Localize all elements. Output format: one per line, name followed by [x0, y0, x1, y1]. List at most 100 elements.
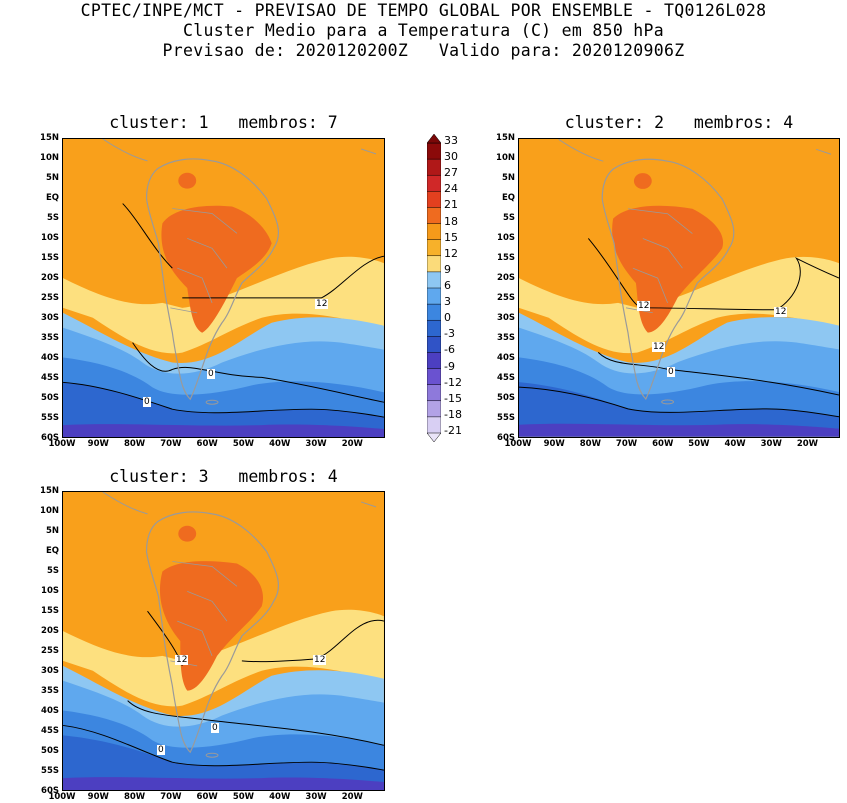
lat-tick-label: 15S: [41, 253, 59, 263]
lat-tick-label: 35S: [41, 686, 59, 696]
colorbar-swatch: [426, 303, 442, 321]
lon-tick-label: 70W: [160, 792, 182, 802]
lon-tick-label: 20W: [341, 792, 363, 802]
colorbar-swatch: [426, 255, 442, 273]
colorbar-swatch: [426, 384, 442, 402]
lat-tick-label: 60S: [41, 433, 59, 443]
lon-tick-label: 50W: [688, 439, 710, 449]
lat-tick-label: 40S: [41, 353, 59, 363]
lat-tick-label: 45S: [497, 373, 515, 383]
lon-tick-label: 60W: [196, 792, 218, 802]
colorbar-swatch: [426, 336, 442, 354]
colorbar-label: 24: [444, 182, 458, 196]
colorbar-label: 9: [444, 262, 451, 276]
temperature-field: [63, 492, 384, 790]
lon-tick-label: 80W: [579, 439, 601, 449]
lat-tick-label: 35S: [497, 333, 515, 343]
colorbar-swatch: [426, 239, 442, 257]
lat-tick-label: 5N: [45, 526, 59, 536]
lon-tick-label: 60W: [652, 439, 674, 449]
lat-tick-label: 5S: [46, 566, 59, 576]
lat-tick-label: 50S: [497, 393, 515, 403]
lat-tick-label: 10S: [41, 586, 59, 596]
contour-label: 0: [211, 723, 219, 733]
contour-label: 12: [774, 307, 788, 317]
lon-tick-label: 20W: [341, 439, 363, 449]
lat-tick-label: 40S: [41, 706, 59, 716]
lon-tick-label: 50W: [232, 792, 255, 802]
colorbar-label: 30: [444, 150, 458, 164]
lon-tick-label: 60W: [196, 439, 218, 449]
lat-tick-label: EQ: [45, 193, 59, 203]
lat-tick-label: 15S: [41, 606, 59, 616]
header-forecast-dates: Previsao de: 2020120200Z Valido para: 20…: [162, 41, 685, 60]
contour-label: 12: [315, 299, 329, 309]
lon-tick-label: 30W: [760, 439, 782, 449]
colorbar-swatch: [426, 368, 442, 386]
colorbar-swatch: [426, 271, 442, 289]
lon-tick-label: 40W: [269, 439, 291, 449]
lon-tick-label: 80W: [123, 792, 146, 802]
lat-tick-label: 30S: [41, 666, 59, 676]
header-title: CPTEC/INPE/MCT - PREVISAO DE TEMPO GLOBA…: [80, 1, 767, 20]
lat-tick-label: 60S: [41, 786, 59, 796]
colorbar-label: 27: [444, 166, 458, 180]
lat-tick-label: EQ: [45, 546, 59, 556]
lon-tick-label: 90W: [543, 439, 565, 449]
map-cluster-1: 12 0 0: [62, 138, 385, 438]
colorbar-label: 6: [444, 279, 451, 292]
colorbar-swatch: [426, 223, 442, 241]
colorbar-label: 33: [444, 134, 458, 147]
lat-tick-label: 10N: [496, 153, 515, 163]
lat-tick-label: 25S: [497, 293, 515, 303]
lat-tick-label: 5N: [45, 173, 59, 183]
lon-tick-label: 80W: [123, 439, 146, 449]
lon-tick-label: 20W: [796, 439, 819, 449]
colorbar-swatch: [426, 319, 442, 338]
colorbar-label: -21: [444, 424, 462, 437]
lon-tick-label: 30W: [305, 792, 327, 802]
colorbar-label: -3: [444, 327, 455, 341]
lon-tick-label: 100W: [48, 792, 76, 802]
colorbar: [426, 133, 442, 443]
lon-tick-label: 40W: [269, 792, 291, 802]
lat-tick-label: 10S: [41, 233, 59, 243]
lat-tick-label: 20S: [41, 626, 59, 636]
colorbar-label: 21: [444, 198, 458, 212]
lat-tick-label: 50S: [41, 393, 59, 403]
colorbar-label: -12: [444, 375, 462, 389]
colorbar-label: 0: [444, 311, 451, 325]
lat-tick-label: 5S: [46, 213, 59, 223]
colorbar-label: 3: [444, 295, 451, 309]
lat-tick-label: 45S: [41, 373, 59, 383]
contour-label: 0: [143, 397, 151, 407]
lon-tick-label: 40W: [724, 439, 746, 449]
contour-label: 12: [652, 342, 666, 352]
lat-tick-label: 10N: [40, 153, 59, 163]
lat-tick-label: 60S: [497, 433, 515, 443]
colorbar-label: 12: [444, 246, 458, 260]
lon-tick-label: 90W: [87, 439, 109, 449]
contour-label: 0: [157, 745, 165, 755]
colorbar-label: -15: [444, 391, 462, 405]
lat-tick-label: 30S: [41, 313, 59, 323]
lat-tick-label: 10S: [497, 233, 515, 243]
colorbar-swatch: [426, 400, 442, 418]
lat-tick-label: 25S: [41, 646, 59, 656]
panel-title-cluster-3: cluster: 3 membros: 4: [109, 467, 338, 486]
lat-tick-label: 45S: [41, 726, 59, 736]
panel-title-cluster-1: cluster: 1 membros: 7: [109, 113, 338, 132]
lat-tick-label: 55S: [41, 766, 59, 776]
temperature-field: [519, 139, 839, 437]
temperature-field: [63, 139, 384, 437]
lat-tick-label: 30S: [497, 313, 515, 323]
colorbar-label: -18: [444, 407, 462, 421]
lat-tick-label: 20S: [497, 273, 515, 283]
lat-tick-label: EQ: [501, 193, 515, 203]
colorbar-label: -6: [444, 343, 455, 357]
lat-tick-label: 50S: [41, 746, 59, 756]
lat-tick-label: 5S: [502, 213, 515, 223]
colorbar-swatch: [426, 287, 442, 305]
map-cluster-3: 12 12 0 0: [62, 491, 385, 791]
lat-tick-label: 15S: [497, 253, 515, 263]
